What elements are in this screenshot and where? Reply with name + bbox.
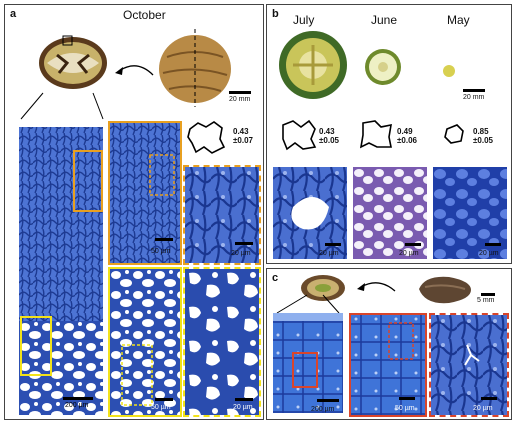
overview-micrograph-a xyxy=(19,121,103,415)
scale-label-zoom-c2: 20 µm xyxy=(473,405,493,412)
ratio-value-july: 0.43 xyxy=(319,127,335,136)
scale-label-overview-a: 200 µm xyxy=(65,402,89,409)
cell-outline-icon-july xyxy=(282,119,317,151)
panel-label-a: a xyxy=(10,8,17,20)
zoom-red-detail-micrograph xyxy=(429,313,509,417)
scale-bar-zoom-c2 xyxy=(481,397,497,400)
zoom-yellow-micrograph xyxy=(108,267,182,417)
overview-micrograph-c xyxy=(273,313,343,413)
scale-label-zoom-1: 50 µm xyxy=(151,248,171,255)
zoom-orange-micrograph xyxy=(108,121,182,265)
scale-bar-overview-a xyxy=(63,397,93,400)
ratio-a: 0.43 ±0.07 xyxy=(233,127,253,145)
walnut-may-image xyxy=(443,65,455,77)
zoom-lines-c xyxy=(276,294,340,314)
scale-bar-zoom-2 xyxy=(235,242,253,245)
walnut-cross-section-image xyxy=(39,35,107,89)
ratio-sd-june: ±0.06 xyxy=(397,136,417,145)
arrow-icon-c xyxy=(357,282,396,292)
ratio-sd-july: ±0.05 xyxy=(319,136,339,145)
zoom-yellow-detail-micrograph xyxy=(183,267,261,417)
scale-label-june: 20 µm xyxy=(399,250,419,257)
scale-bar-zoom-4 xyxy=(235,398,253,401)
ratio-sd-a: ±0.07 xyxy=(233,136,253,145)
zoom-orange-detail-micrograph xyxy=(183,165,261,265)
scale-label-zoom-2: 20 µm xyxy=(231,250,251,257)
scale-bar-zoom-1 xyxy=(155,238,173,241)
scale-label-photo-a: 20 mm xyxy=(229,96,251,103)
cell-outline-icon-a xyxy=(187,121,226,154)
panel-label-c: c xyxy=(272,272,279,284)
walnut-july-image xyxy=(279,31,347,99)
ratio-sd-may: ±0.05 xyxy=(473,136,493,145)
scale-label-may: 20 µm xyxy=(479,250,499,257)
ratio-value-june: 0.49 xyxy=(397,127,413,136)
scale-bar-july xyxy=(325,243,341,246)
scale-label-photo-c: 5 mm xyxy=(477,297,495,304)
scale-label-zoom-c1: 50 µm xyxy=(395,405,415,412)
scale-bar-may xyxy=(485,243,501,246)
zoom-lines xyxy=(20,92,104,120)
zoom-red-micrograph xyxy=(349,313,427,417)
scale-label-photo-b: 20 mm xyxy=(463,94,485,101)
ratio-value-may: 0.85 xyxy=(473,127,489,136)
scale-bar-zoom-c1 xyxy=(399,397,415,400)
panel-c: c 5 mm 200 µm 50 µm 20 µm xyxy=(266,268,512,420)
scale-label-july: 20 µm xyxy=(319,250,339,257)
panel-b: b July June May 20 mm 0.43 ±0.05 0.49 ±0… xyxy=(266,4,512,264)
scale-bar-photo-c xyxy=(481,293,495,296)
ratio-may: 0.85 ±0.05 xyxy=(473,127,493,145)
pit-cross-section-image xyxy=(301,275,345,301)
walnut-june-image xyxy=(365,49,401,85)
ratio-june: 0.49 ±0.06 xyxy=(397,127,417,145)
scale-bar-photo-a xyxy=(229,91,251,94)
scale-bar-zoom-3 xyxy=(155,398,173,401)
scale-bar-overview-c xyxy=(317,399,339,402)
month-label: October xyxy=(123,8,166,22)
scale-label-zoom-4: 20 µm xyxy=(233,404,253,411)
walnut-whole-image xyxy=(159,29,231,107)
cell-outline-icon-may xyxy=(444,124,464,144)
month-may: May xyxy=(447,13,470,27)
ratio-july: 0.43 ±0.05 xyxy=(319,127,339,145)
month-june: June xyxy=(371,13,398,27)
cell-outline-icon-june xyxy=(359,120,392,149)
pit-whole-image xyxy=(419,276,471,304)
panel-label-b: b xyxy=(272,8,279,20)
scale-label-zoom-3: 50 µm xyxy=(151,404,171,411)
ratio-value-a: 0.43 xyxy=(233,127,249,136)
scale-bar-photo-b xyxy=(463,89,485,92)
scale-label-overview-c: 200 µm xyxy=(311,406,335,413)
panel-a: a October 20 mm 200 µm xyxy=(4,4,264,420)
scale-bar-june xyxy=(405,243,421,246)
arrow-icon xyxy=(115,65,154,76)
month-july: July xyxy=(293,13,315,27)
